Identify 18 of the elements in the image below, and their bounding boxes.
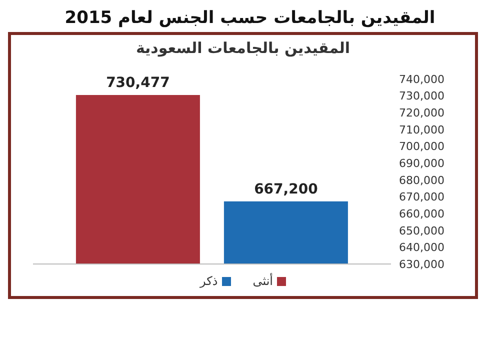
chart-title: المقيدين بالجامعات حسب الجنس لعام 2015 — [64, 8, 436, 28]
y-tick-label: 680,000 — [399, 174, 444, 187]
chart-subtitle: المقيدين بالجامعات السعودية — [134, 39, 352, 57]
data-label: 667,200 — [254, 181, 318, 198]
legend-label: ذكر — [200, 274, 218, 288]
y-tick-label: 640,000 — [399, 241, 444, 254]
y-tick-label: 700,000 — [399, 140, 444, 154]
y-tick-label: 630,000 — [399, 258, 444, 271]
y-tick-label: 730,000 — [399, 90, 444, 103]
legend-label: أنثى — [252, 274, 273, 288]
y-tick-label: 740,000 — [399, 72, 444, 86]
y-tick-label: 720,000 — [399, 106, 444, 120]
y-tick-label: 710,000 — [399, 123, 444, 136]
y-tick-label: 650,000 — [399, 224, 444, 238]
y-tick-label: 690,000 — [399, 156, 444, 170]
data-label: 730,477 — [106, 75, 170, 92]
y-tick-label: 670,000 — [399, 190, 444, 204]
y-tick-label: 660,000 — [399, 207, 444, 220]
